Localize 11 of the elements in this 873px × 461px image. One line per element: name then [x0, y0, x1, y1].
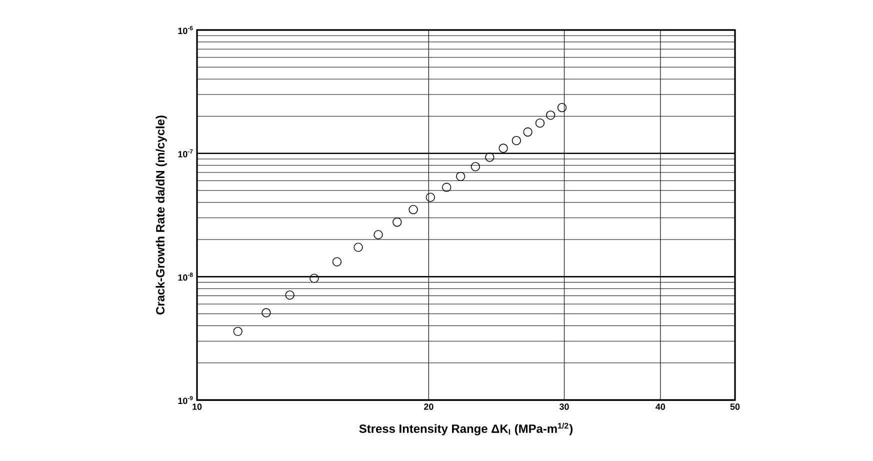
x-tick-label: 20: [424, 404, 434, 410]
x-axis-title: Stress Intensity Range ΔK$_{I}$ (MPa-m$^{1/2}$): [359, 422, 573, 436]
x-tick-label: 50: [730, 404, 740, 410]
y-tick-label: 10$^{-6}$: [178, 26, 193, 34]
x-tick-label: 30: [559, 404, 569, 410]
y-tick-label: 10$^{-9}$: [178, 396, 193, 404]
x-tick-label: 10: [192, 404, 202, 410]
y-tick-label: 10$^{-7}$: [178, 149, 193, 158]
y-axis-title: Crack-Growth Rate da/dN (m/cycle): [156, 116, 167, 315]
y-tick-label: 10$^{-8}$: [178, 272, 193, 281]
x-tick-label: 40: [656, 404, 666, 410]
